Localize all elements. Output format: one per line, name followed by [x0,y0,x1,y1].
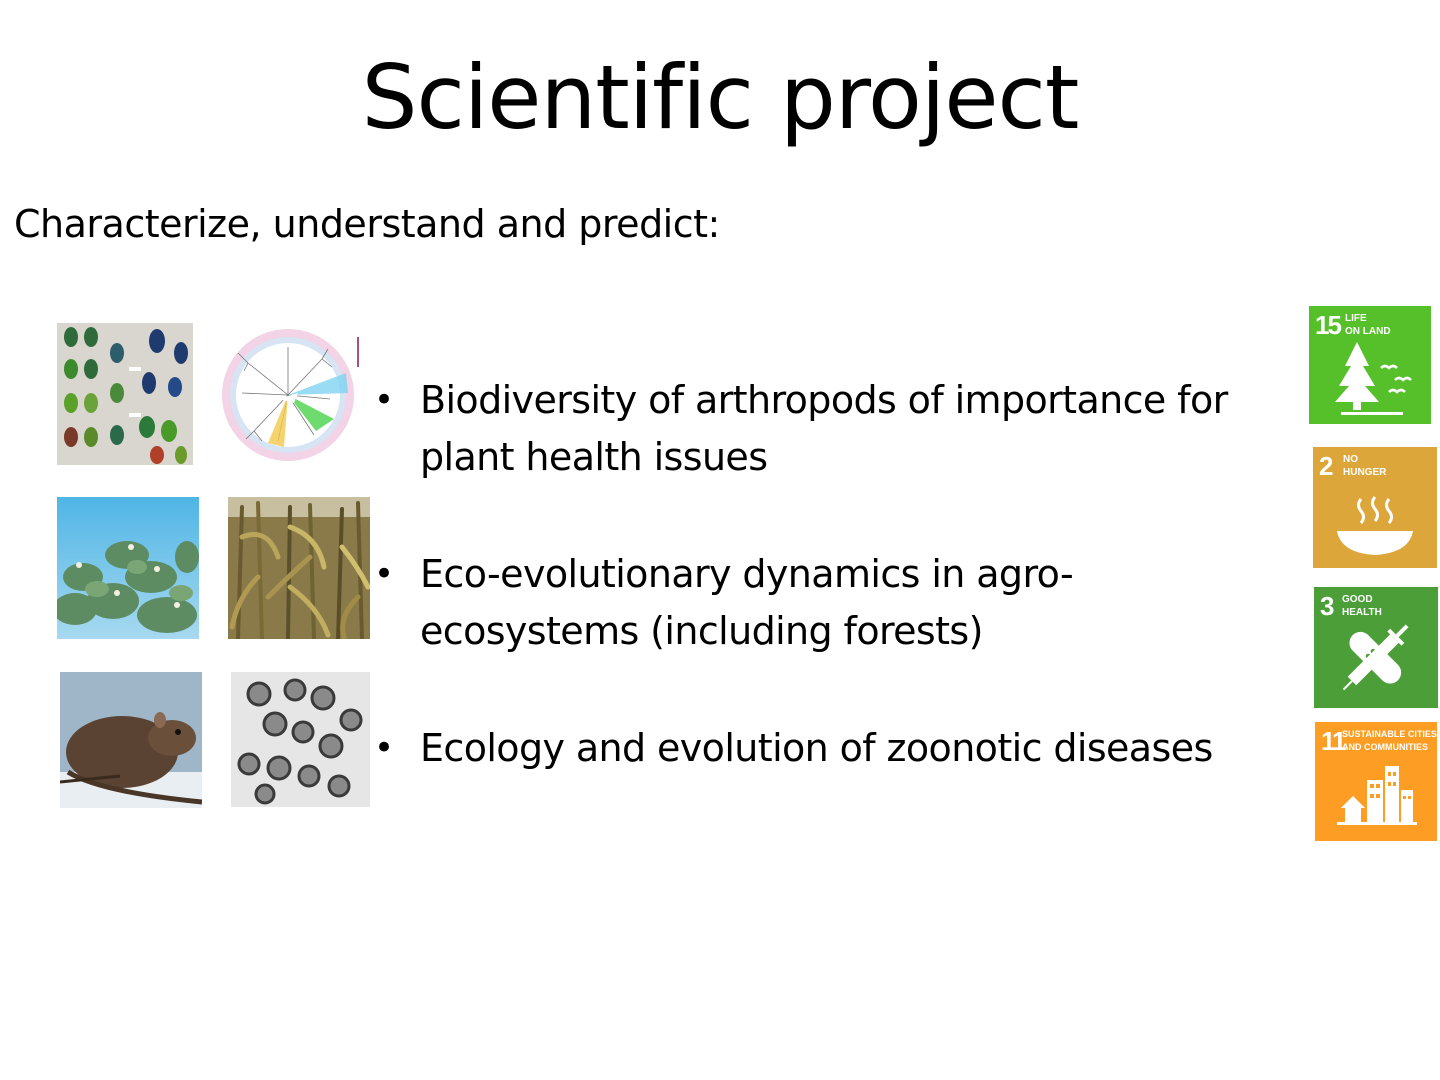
sdg-label: NO HUNGER [1343,454,1387,478]
phylogenetic-tree-figure [218,323,370,465]
bullet-item: • Ecology and evolution of zoonotic dise… [370,720,1290,777]
tree-birds-icon [1335,342,1412,415]
pine-tree-photo [57,497,199,639]
rat-photo [60,672,202,808]
sdg-number: 11 [1321,726,1346,756]
bullet-text: Ecology and evolution of zoonotic diseas… [420,726,1213,770]
city-icon [1337,766,1417,825]
sdg-badge-3: 3 GOOD HEALTH [1314,587,1438,708]
sdg-badge-15: 15 LIFE ON LAND [1309,306,1431,424]
sdg-number: 2 [1319,451,1334,481]
sdg-label: GOOD HEALTH [1342,594,1382,618]
bowl-icon [1337,496,1413,555]
bullet-list: • Biodiversity of arthropods of importan… [370,372,1290,777]
sdg-label: SUSTAINABLE CITIES AND COMMUNITIES [1342,729,1437,752]
slide-subtitle: Characterize, understand and predict: [14,202,720,246]
beetles-photo [57,323,193,465]
bullet-glyph: • [374,380,394,420]
sdg-number: 3 [1320,591,1335,621]
bullet-item: • Eco-evolutionary dynamics in agro-ecos… [370,546,1290,660]
bullet-text: Eco-evolutionary dynamics in agro-ecosys… [420,552,1074,653]
sdg-number: 15 [1315,310,1342,340]
sdg-badge-2: 2 NO HUNGER [1313,447,1437,568]
bullet-item: • Biodiversity of arthropods of importan… [370,372,1290,486]
bullet-glyph: • [374,554,394,594]
virus-micrograph [231,672,370,807]
bullet-glyph: • [374,728,394,768]
sdg-badge-11: 11 SUSTAINABLE CITIES AND COMMUNITIES [1315,722,1437,841]
corn-field-photo [228,497,370,639]
sdg-label: LIFE ON LAND [1345,313,1391,337]
bullet-text: Biodiversity of arthropods of importance… [420,378,1228,479]
slide-title: Scientific project [361,46,1080,149]
health-icon [1342,624,1409,691]
